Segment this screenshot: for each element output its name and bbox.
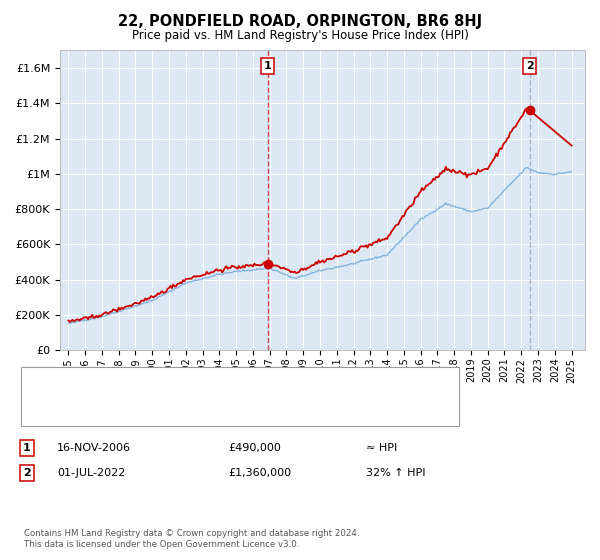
Text: ≈ HPI: ≈ HPI	[366, 443, 397, 453]
Text: HPI: Average price, detached house, Bromley: HPI: Average price, detached house, Brom…	[66, 404, 302, 414]
Text: 01-JUL-2022: 01-JUL-2022	[57, 468, 125, 478]
Text: £1,360,000: £1,360,000	[228, 468, 291, 478]
Text: Price paid vs. HM Land Registry's House Price Index (HPI): Price paid vs. HM Land Registry's House …	[131, 29, 469, 42]
Text: Contains HM Land Registry data © Crown copyright and database right 2024.
This d: Contains HM Land Registry data © Crown c…	[24, 529, 359, 549]
Text: 1: 1	[23, 443, 31, 453]
Text: 2: 2	[23, 468, 31, 478]
Text: 22, PONDFIELD ROAD, ORPINGTON, BR6 8HJ (detached house): 22, PONDFIELD ROAD, ORPINGTON, BR6 8HJ (…	[66, 380, 391, 390]
Text: £490,000: £490,000	[228, 443, 281, 453]
Text: 2: 2	[526, 61, 533, 71]
Text: 1: 1	[264, 61, 272, 71]
Text: 16-NOV-2006: 16-NOV-2006	[57, 443, 131, 453]
Text: 32% ↑ HPI: 32% ↑ HPI	[366, 468, 425, 478]
Text: 22, PONDFIELD ROAD, ORPINGTON, BR6 8HJ: 22, PONDFIELD ROAD, ORPINGTON, BR6 8HJ	[118, 14, 482, 29]
